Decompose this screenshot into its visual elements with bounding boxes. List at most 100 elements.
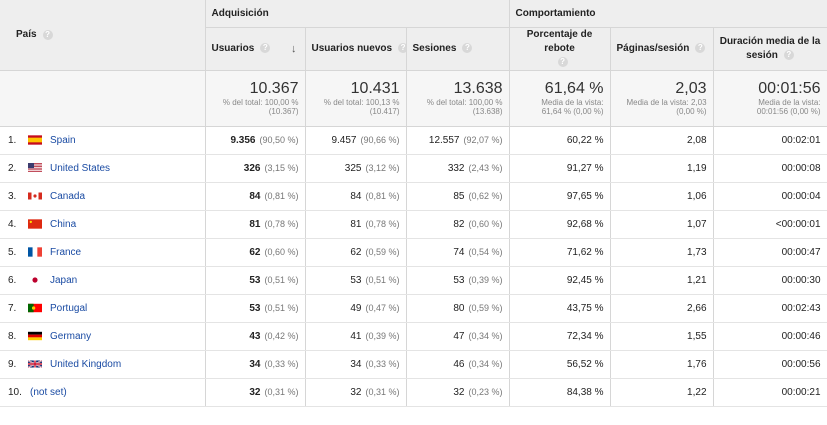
sesiones-percent: (0,34 %) [468,358,503,369]
usuarios-percent: (0,33 %) [264,358,299,369]
rebote-value: 71,62 % [566,246,604,258]
usuarios-value: 84 [249,190,261,202]
row-index: 9. [8,358,17,370]
flag-pt-icon [28,303,42,313]
sesiones-value: 82 [453,218,465,230]
country-link[interactable]: United States [50,162,111,174]
country-link[interactable]: United Kingdom [50,358,122,370]
total-subtext: % del total: 100,00 % [426,98,503,107]
country-cell: 1. Spain [0,126,206,155]
total-usuarios-nuevos: 10.431 % del total: 100,13 % (10.417) [305,70,407,127]
column-header-pais[interactable]: País? [0,0,206,71]
rebote-label: Porcentaje de rebote [526,28,593,54]
total-subtext: (13.638) [472,107,503,116]
country-link[interactable]: (not set) [30,386,67,398]
paginas-value: 1,76 [687,358,707,370]
usuarios-nuevos-value: 49 [350,302,362,314]
sesiones-cell: 74 (0,54 %) [406,238,510,267]
rebote-cell: 60,22 % [509,126,611,155]
column-header-sesiones[interactable]: Sesiones? [406,27,510,71]
paginas-cell: 1,06 [610,182,714,211]
usuarios-nuevos-cell: 49 (0,47 %) [305,294,407,323]
column-header-paginas[interactable]: Páginas/sesión? [610,27,714,71]
rebote-value: 60,22 % [566,134,604,146]
rebote-value: 84,38 % [566,386,604,398]
help-icon[interactable]: ? [398,43,405,54]
duracion-cell: 00:00:46 [713,322,827,351]
help-icon[interactable]: ? [783,49,794,60]
usuarios-nuevos-percent: (0,31 %) [365,386,400,397]
usuarios-nuevos-value: 32 [350,386,362,398]
row-index: 7. [8,302,17,314]
usuarios-cell: 62 (0,60 %) [205,238,306,267]
paginas-cell: 1,73 [610,238,714,267]
usuarios-nuevos-value: 325 [344,162,362,174]
help-icon[interactable]: ? [462,43,473,54]
help-icon[interactable]: ? [557,56,568,67]
column-header-usuarios[interactable]: Usuarios? ↓ [205,27,306,71]
rebote-cell: 97,65 % [509,182,611,211]
column-header-duracion[interactable]: Duración media de la sesión? [713,27,827,71]
rebote-value: 43,75 % [566,302,604,314]
total-subtext: 61,64 % (0,00 %) [541,107,604,116]
help-icon[interactable]: ? [695,43,706,54]
sesiones-percent: (0,54 %) [468,246,503,257]
country-link[interactable]: Japan [50,274,78,286]
total-value: 10.367 [249,80,299,97]
usuarios-cell: 32 (0,31 %) [205,378,306,407]
usuarios-nuevos-percent: (90,66 %) [360,134,400,145]
usuarios-percent: (0,51 %) [264,274,299,285]
usuarios-cell: 326 (3,15 %) [205,154,306,183]
help-icon[interactable]: ? [260,42,271,53]
analytics-table: País? Adquisición Comportamiento Usuario… [0,0,827,407]
sesiones-value: 332 [447,162,465,174]
paginas-value: 1,19 [687,162,707,174]
rebote-cell: 72,34 % [509,322,611,351]
country-link[interactable]: China [50,218,77,230]
total-subtext: % del total: 100,13 % [323,98,400,107]
total-subtext: % del total: 100,00 % [222,98,299,107]
country-link[interactable]: Canada [50,190,86,202]
sesiones-cell: 12.557 (92,07 %) [406,126,510,155]
paginas-cell: 2,08 [610,126,714,155]
country-link[interactable]: France [50,246,82,258]
paginas-value: 2,08 [687,134,707,146]
pais-label: País [16,29,37,41]
total-value: 13.638 [453,80,503,97]
usuarios-cell: 43 (0,42 %) [205,322,306,351]
paginas-value: 1,55 [687,330,707,342]
table-row: 7. Portugal 53 (0,51 %) 49 (0,47 %) 80 (0,59… [0,294,827,323]
paginas-cell: 1,07 [610,210,714,239]
usuarios-value: 43 [249,330,261,342]
duracion-value: 00:00:21 [781,386,821,398]
usuarios-nuevos-percent: (0,47 %) [365,302,400,313]
sesiones-percent: (2,43 %) [468,162,503,173]
country-link[interactable]: Spain [50,134,76,146]
total-subtext: (10.367) [268,107,299,116]
column-header-rebote[interactable]: Porcentaje de rebote? [509,27,611,71]
duracion-cell: 00:02:43 [713,294,827,323]
adquisicion-label: Adquisición [211,7,269,19]
country-link[interactable]: Germany [50,330,92,342]
usuarios-percent: (0,51 %) [264,302,299,313]
duracion-value: 00:02:01 [781,134,821,146]
row-index: 3. [8,190,17,202]
duracion-cell: 00:00:04 [713,182,827,211]
total-subtext: Media de la vista: 2,03 [626,98,707,107]
usuarios-value: 53 [249,302,261,314]
duracion-cell: 00:00:47 [713,238,827,267]
help-icon[interactable]: ? [42,29,53,40]
sort-desc-icon[interactable]: ↓ [291,42,297,55]
sesiones-cell: 85 (0,62 %) [406,182,510,211]
rebote-cell: 56,52 % [509,350,611,379]
usuarios-nuevos-percent: (0,39 %) [365,330,400,341]
rebote-value: 56,52 % [566,358,604,370]
sesiones-value: 12.557 [428,134,460,146]
table-row: 10. (not set) 32 (0,31 %) 32 (0,31 %) 32 (0,… [0,378,827,407]
paginas-value: 2,66 [687,302,707,314]
usuarios-nuevos-value: 81 [350,218,362,230]
rebote-value: 91,27 % [566,162,604,174]
total-value: 10.431 [350,80,400,97]
country-link[interactable]: Portugal [50,302,88,314]
column-header-usuarios-nuevos[interactable]: Usuarios nuevos? [305,27,407,71]
